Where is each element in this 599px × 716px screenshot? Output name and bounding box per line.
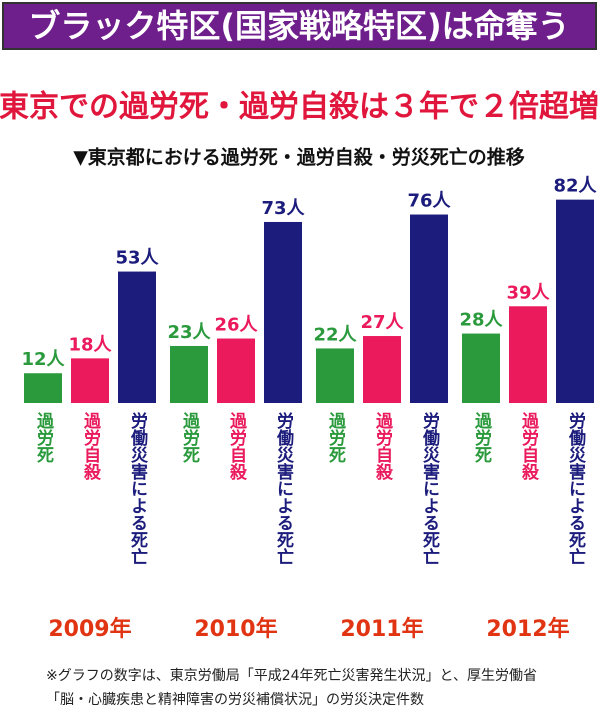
series-label: 過労死 <box>33 412 54 463</box>
bar <box>71 358 109 403</box>
value-label: 22人 <box>313 324 357 345</box>
bar <box>509 306 547 403</box>
series-label: 労働災害による死亡 <box>127 411 149 565</box>
bar <box>264 221 302 403</box>
series-label: 労働災害による死亡 <box>419 411 441 565</box>
value-label: 28人 <box>459 310 503 331</box>
chart-heading: ▼東京都における過労死・過労自殺・労災死亡の推移 <box>73 146 525 169</box>
chart-subtitle: 東京での過労死・過労自殺は３年で２倍超増 <box>0 90 599 125</box>
value-label: 53人 <box>115 248 159 269</box>
series-label: 過労自殺 <box>518 412 540 480</box>
bar <box>316 348 354 403</box>
category-label: 2009年 <box>48 616 131 642</box>
chart: ブラック特区(国家戦略特区)は命奪う 東京での過労死・過労自殺は３年で２倍超増 … <box>0 2 599 642</box>
value-label: 76人 <box>407 191 451 212</box>
series-label: 過労死 <box>179 412 200 463</box>
bar <box>410 214 448 403</box>
title-box <box>2 2 597 50</box>
series-label: 過労自殺 <box>80 412 102 480</box>
chart-title: ブラック特区(国家戦略特区)は命奪う <box>28 7 569 45</box>
series-label: 労働災害による死亡 <box>565 411 587 565</box>
bar <box>170 345 208 403</box>
value-label: 26人 <box>214 315 258 336</box>
series-label: 過労自殺 <box>372 412 394 480</box>
value-label: 39人 <box>506 282 550 303</box>
series-label: 過労死 <box>325 412 346 463</box>
series-label: 過労自殺 <box>226 412 248 480</box>
series-label: 過労死 <box>471 412 492 463</box>
bar <box>462 333 500 403</box>
bar <box>556 199 594 403</box>
series-label: 労働災害による死亡 <box>273 411 295 565</box>
bar <box>363 336 401 403</box>
value-label: 12人 <box>21 349 65 370</box>
bar <box>24 373 62 403</box>
value-label: 27人 <box>360 312 404 333</box>
value-label: 23人 <box>167 322 211 343</box>
bar <box>118 271 156 403</box>
value-label: 18人 <box>68 334 112 355</box>
value-label: 82人 <box>553 176 597 197</box>
value-label: 73人 <box>261 198 305 219</box>
category-label: 2012年 <box>486 616 569 642</box>
footnote: ※グラフの数字は、東京労働局「平成24年死亡災害発生状況」と、厚生労働省「脳・心… <box>46 668 537 708</box>
bar <box>217 338 255 403</box>
category-label: 2010年 <box>194 616 277 642</box>
category-label: 2011年 <box>340 616 423 642</box>
